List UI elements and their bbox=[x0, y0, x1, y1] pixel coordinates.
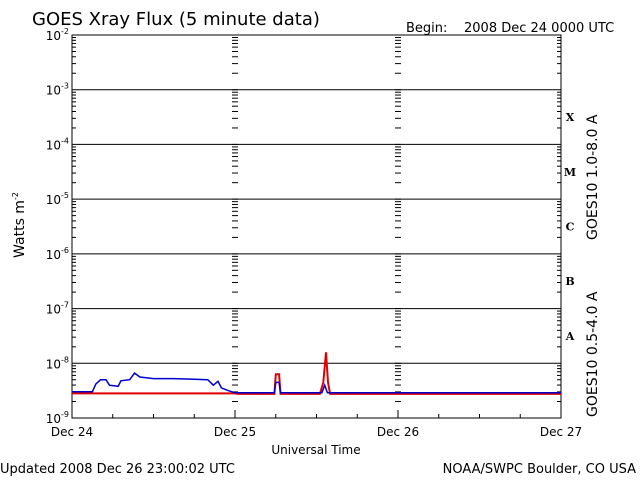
y-axis-label: Watts m-2 bbox=[11, 192, 28, 258]
credit-line: NOAA/SWPC Boulder, CO USA bbox=[443, 462, 636, 477]
begin-value: 2008 Dec 24 0000 UTC bbox=[464, 21, 614, 36]
chart-title: GOES Xray Flux (5 minute data) bbox=[32, 9, 320, 30]
flare-class-label: M bbox=[564, 166, 576, 179]
plot-frame bbox=[71, 34, 562, 419]
x-tick-label: Dec 26 bbox=[377, 425, 419, 439]
y-tick-label: 10-8 bbox=[46, 355, 69, 371]
y-tick-label: 10-5 bbox=[46, 191, 69, 207]
y-tick-label: 10-6 bbox=[46, 246, 69, 262]
flare-class-label: A bbox=[565, 330, 575, 343]
legend-short-channel: GOES10 0.5-4.0 A bbox=[585, 291, 601, 417]
flare-class-label: X bbox=[566, 111, 575, 124]
plot-area: Dec 24 Dec 25 Dec 26 Dec 27 10-2 10-3 10-4 10-5… bbox=[46, 27, 582, 439]
y-tick-label: 10-9 bbox=[46, 410, 69, 426]
series-line bbox=[72, 372, 561, 394]
y-tick-label: 10-3 bbox=[46, 82, 69, 98]
legend-long-channel: GOES10 1.0-8.0 A bbox=[585, 114, 601, 240]
x-tick-label: Dec 24 bbox=[51, 425, 93, 439]
x-tick-label: Dec 27 bbox=[540, 425, 582, 439]
x-axis-label: Universal Time bbox=[271, 443, 360, 457]
x-tick-label: Dec 25 bbox=[214, 425, 256, 439]
flare-class-label: C bbox=[566, 221, 575, 234]
begin-label: Begin: bbox=[406, 21, 447, 36]
series-line bbox=[72, 352, 561, 395]
flare-class-label: B bbox=[565, 275, 574, 288]
y-tick-label: 10-2 bbox=[46, 27, 69, 43]
y-tick-label: 10-4 bbox=[46, 136, 69, 152]
updated-timestamp: Updated 2008 Dec 26 23:00:02 UTC bbox=[0, 462, 235, 477]
y-tick-label: 10-7 bbox=[46, 301, 69, 317]
